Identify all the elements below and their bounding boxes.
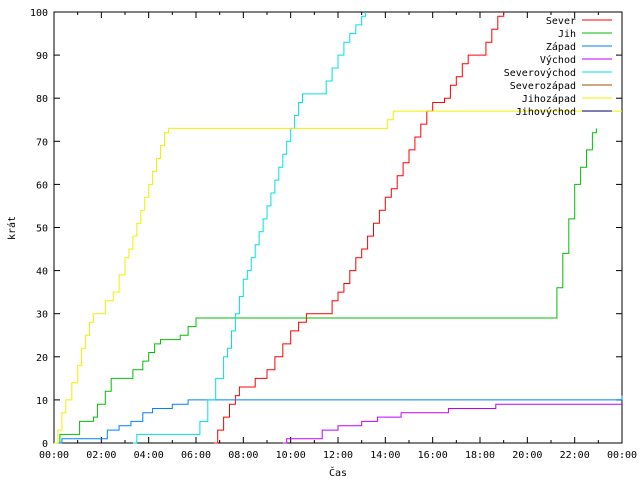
x-tick-label: 06:00 [181,450,211,461]
x-axis: 00:00 02:00 04:00 06:00 08:00 10:00 12:00 14:00… [39,12,637,461]
y-tick-label: 80 [36,94,48,105]
y-tick-label: 90 [36,51,48,62]
y-tick-label: 100 [30,8,48,19]
legend-label: Západ [546,41,576,53]
legend-label: Východ [540,54,576,66]
legend-label: Jih [558,29,576,40]
series-line-3 [282,403,622,444]
x-tick-label: 04:00 [134,450,164,461]
y-tick-label: 60 [36,180,48,191]
legend-label: Severovýchod [504,67,576,79]
y-axis-label: krát [6,216,18,240]
x-tick-label: 00:00 [607,450,637,461]
series-line-4 [132,12,367,444]
x-tick-label: 22:00 [560,450,590,461]
x-tick-label: 20:00 [512,450,542,461]
x-tick-label: 02:00 [86,450,116,461]
y-tick-label: 0 [42,439,48,450]
legend-label: Jihozápad [522,93,576,105]
series-line-6 [54,110,622,444]
x-tick-label: 00:00 [39,450,69,461]
legend-label: Jihovýchod [516,106,576,118]
legend: Sever JihZápadVýchodSeverovýchodSeverozáp… [504,16,612,118]
x-tick-label: 12:00 [323,450,353,461]
series-line-2 [54,395,623,444]
x-axis-label: Čas [329,466,347,479]
y-tick-label: 10 [36,396,48,407]
series-layer [54,12,623,444]
legend-label: Sever [546,16,576,27]
y-tick-label: 30 [36,310,48,321]
series-line-1 [54,128,597,444]
y-tick-label: 70 [36,137,48,148]
x-tick-label: 18:00 [465,450,495,461]
x-tick-label: 10:00 [276,450,306,461]
x-tick-label: 14:00 [370,450,400,461]
legend-label: Severozápad [510,80,576,92]
y-tick-label: 50 [36,224,48,235]
series-line-0 [213,12,505,444]
y-tick-label: 20 [36,353,48,364]
x-tick-label: 16:00 [418,450,448,461]
x-tick-label: 08:00 [228,450,258,461]
y-tick-label: 40 [36,267,48,278]
